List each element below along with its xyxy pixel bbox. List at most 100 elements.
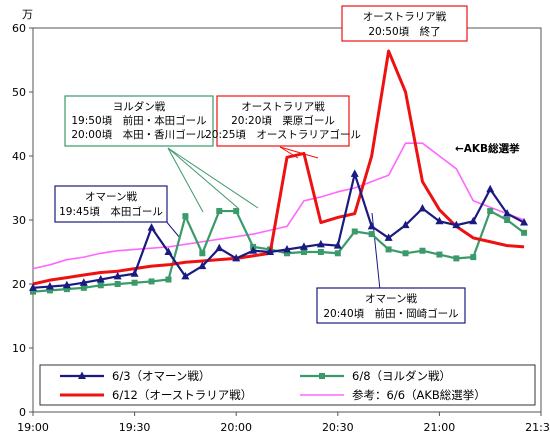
data-point [521, 229, 528, 236]
legend-label: 6/3（オマーン戦） [112, 369, 210, 383]
data-point [367, 221, 376, 230]
data-point [284, 250, 290, 257]
legend-label: 参考：6/6（AKB総選挙） [352, 388, 486, 402]
y-tick-label: 40 [12, 150, 26, 163]
x-tick-label: 19:30 [119, 421, 151, 434]
data-point [232, 253, 241, 262]
data-point [80, 284, 87, 291]
data-point [333, 241, 342, 249]
data-point [418, 203, 427, 212]
data-point [114, 281, 121, 287]
annotation-oman-goal-2: オマーン戦 20:40頃 前田・岡崎ゴール [316, 287, 466, 324]
data-point [249, 246, 258, 254]
data-point [62, 280, 71, 289]
legend-marker [319, 373, 325, 379]
data-point [46, 287, 53, 294]
data-point [131, 279, 138, 286]
data-point [452, 220, 461, 229]
annotation-line: オマーン戦 [85, 190, 137, 203]
data-point [198, 261, 207, 270]
data-point [317, 249, 324, 255]
annotation-line: 19:45頃 本田ゴール [59, 205, 163, 218]
data-point [148, 278, 155, 285]
data-point [199, 250, 206, 257]
legend-label: 6/12（オーストラリア戦） [112, 388, 252, 402]
x-tick-label: 20:00 [220, 421, 252, 434]
annotation-line: 20:25頃 オーストラリアゴール [205, 128, 361, 141]
data-point [334, 250, 341, 257]
data-point [299, 242, 308, 250]
data-point [435, 216, 444, 225]
data-point [316, 239, 325, 248]
data-point [470, 254, 477, 261]
y-axis-unit-label: 万 [22, 8, 33, 21]
data-point [436, 251, 443, 258]
data-point [147, 223, 156, 231]
data-point [402, 250, 409, 257]
data-point [233, 208, 240, 215]
annotation-line: 20:00頃 本田・香川ゴール [71, 128, 206, 141]
annotation-line: 20:40頃 前田・岡崎ゴール [323, 307, 458, 320]
legend-marker [78, 371, 86, 379]
data-point [503, 209, 512, 217]
data-point [215, 243, 224, 252]
data-point [45, 282, 54, 290]
annotation-akb-label: ←AKB総選挙 [455, 142, 520, 155]
annotation-line: 20:50頃 終了 [368, 25, 440, 38]
x-axis: 19:00 19:30 20:00 20:30 21:00 21:30 [17, 412, 550, 434]
data-point [520, 218, 529, 226]
annotation-line: 20:20頃 栗原ゴール [231, 114, 335, 127]
data-point [216, 208, 223, 215]
annotation-australia-goals: オーストラリア戦 20:20頃 栗原ゴール 20:25頃 オーストラリアゴール [205, 95, 361, 147]
data-point [164, 247, 173, 255]
series-line-3 [32, 142, 525, 270]
legend: 6/3（オマーン戦） 6/8（ヨルダン戦） 6/12（オーストラリア戦） 参考：6/6… [39, 364, 536, 406]
y-tick-label: 60 [12, 22, 26, 35]
data-point [79, 278, 88, 286]
x-tick-label: 20:30 [322, 421, 354, 434]
annotation-line: ヨルダン戦 [113, 100, 166, 113]
data-point [266, 247, 275, 255]
annotation-jordan-goals: ヨルダン戦 19:50頃 前田・本田ゴール 20:00頃 本田・香川ゴール [64, 95, 214, 147]
annotation-australia-end: オーストラリア戦 20:50頃 終了 [341, 5, 468, 42]
y-tick-label: 10 [12, 342, 26, 355]
x-tick-label: 21:30 [525, 421, 550, 434]
annotation-oman-goal-1: オマーン戦 19:45頃 本田ゴール [54, 185, 168, 223]
data-point [350, 169, 359, 177]
data-point [487, 208, 494, 215]
series-layer [29, 49, 529, 295]
annotation-pointers [154, 146, 381, 291]
data-point [486, 184, 495, 193]
data-point [469, 216, 478, 225]
data-point [504, 217, 511, 223]
data-point [351, 228, 358, 235]
data-point [300, 249, 307, 255]
y-axis: 0 10 20 30 40 50 60 [12, 22, 33, 419]
annotation-line: 19:50頃 前田・本田ゴール [71, 114, 206, 127]
y-tick-label: 0 [19, 406, 26, 419]
data-point [283, 244, 291, 253]
data-point [182, 213, 189, 220]
data-point [384, 233, 393, 241]
data-point [401, 220, 410, 229]
data-point [113, 271, 122, 280]
data-point [63, 286, 70, 293]
y-tick-label: 30 [12, 214, 26, 227]
series-line-0 [32, 172, 525, 289]
annotation-line: オーストラリア戦 [241, 100, 325, 113]
data-point [181, 271, 190, 280]
series-line-2 [32, 49, 525, 286]
y-tick-label: 50 [12, 86, 26, 99]
data-point [96, 275, 105, 283]
legend-label: 6/8（ヨルダン戦） [352, 369, 451, 383]
x-tick-label: 21:00 [424, 421, 456, 434]
annotation-line: オマーン戦 [365, 292, 417, 305]
data-point [385, 246, 392, 253]
data-point [29, 283, 37, 291]
x-tick-label: 19:00 [17, 421, 49, 434]
y-tick-label: 20 [12, 278, 26, 291]
data-point [130, 269, 139, 277]
data-point [368, 231, 375, 238]
data-point [30, 288, 36, 295]
